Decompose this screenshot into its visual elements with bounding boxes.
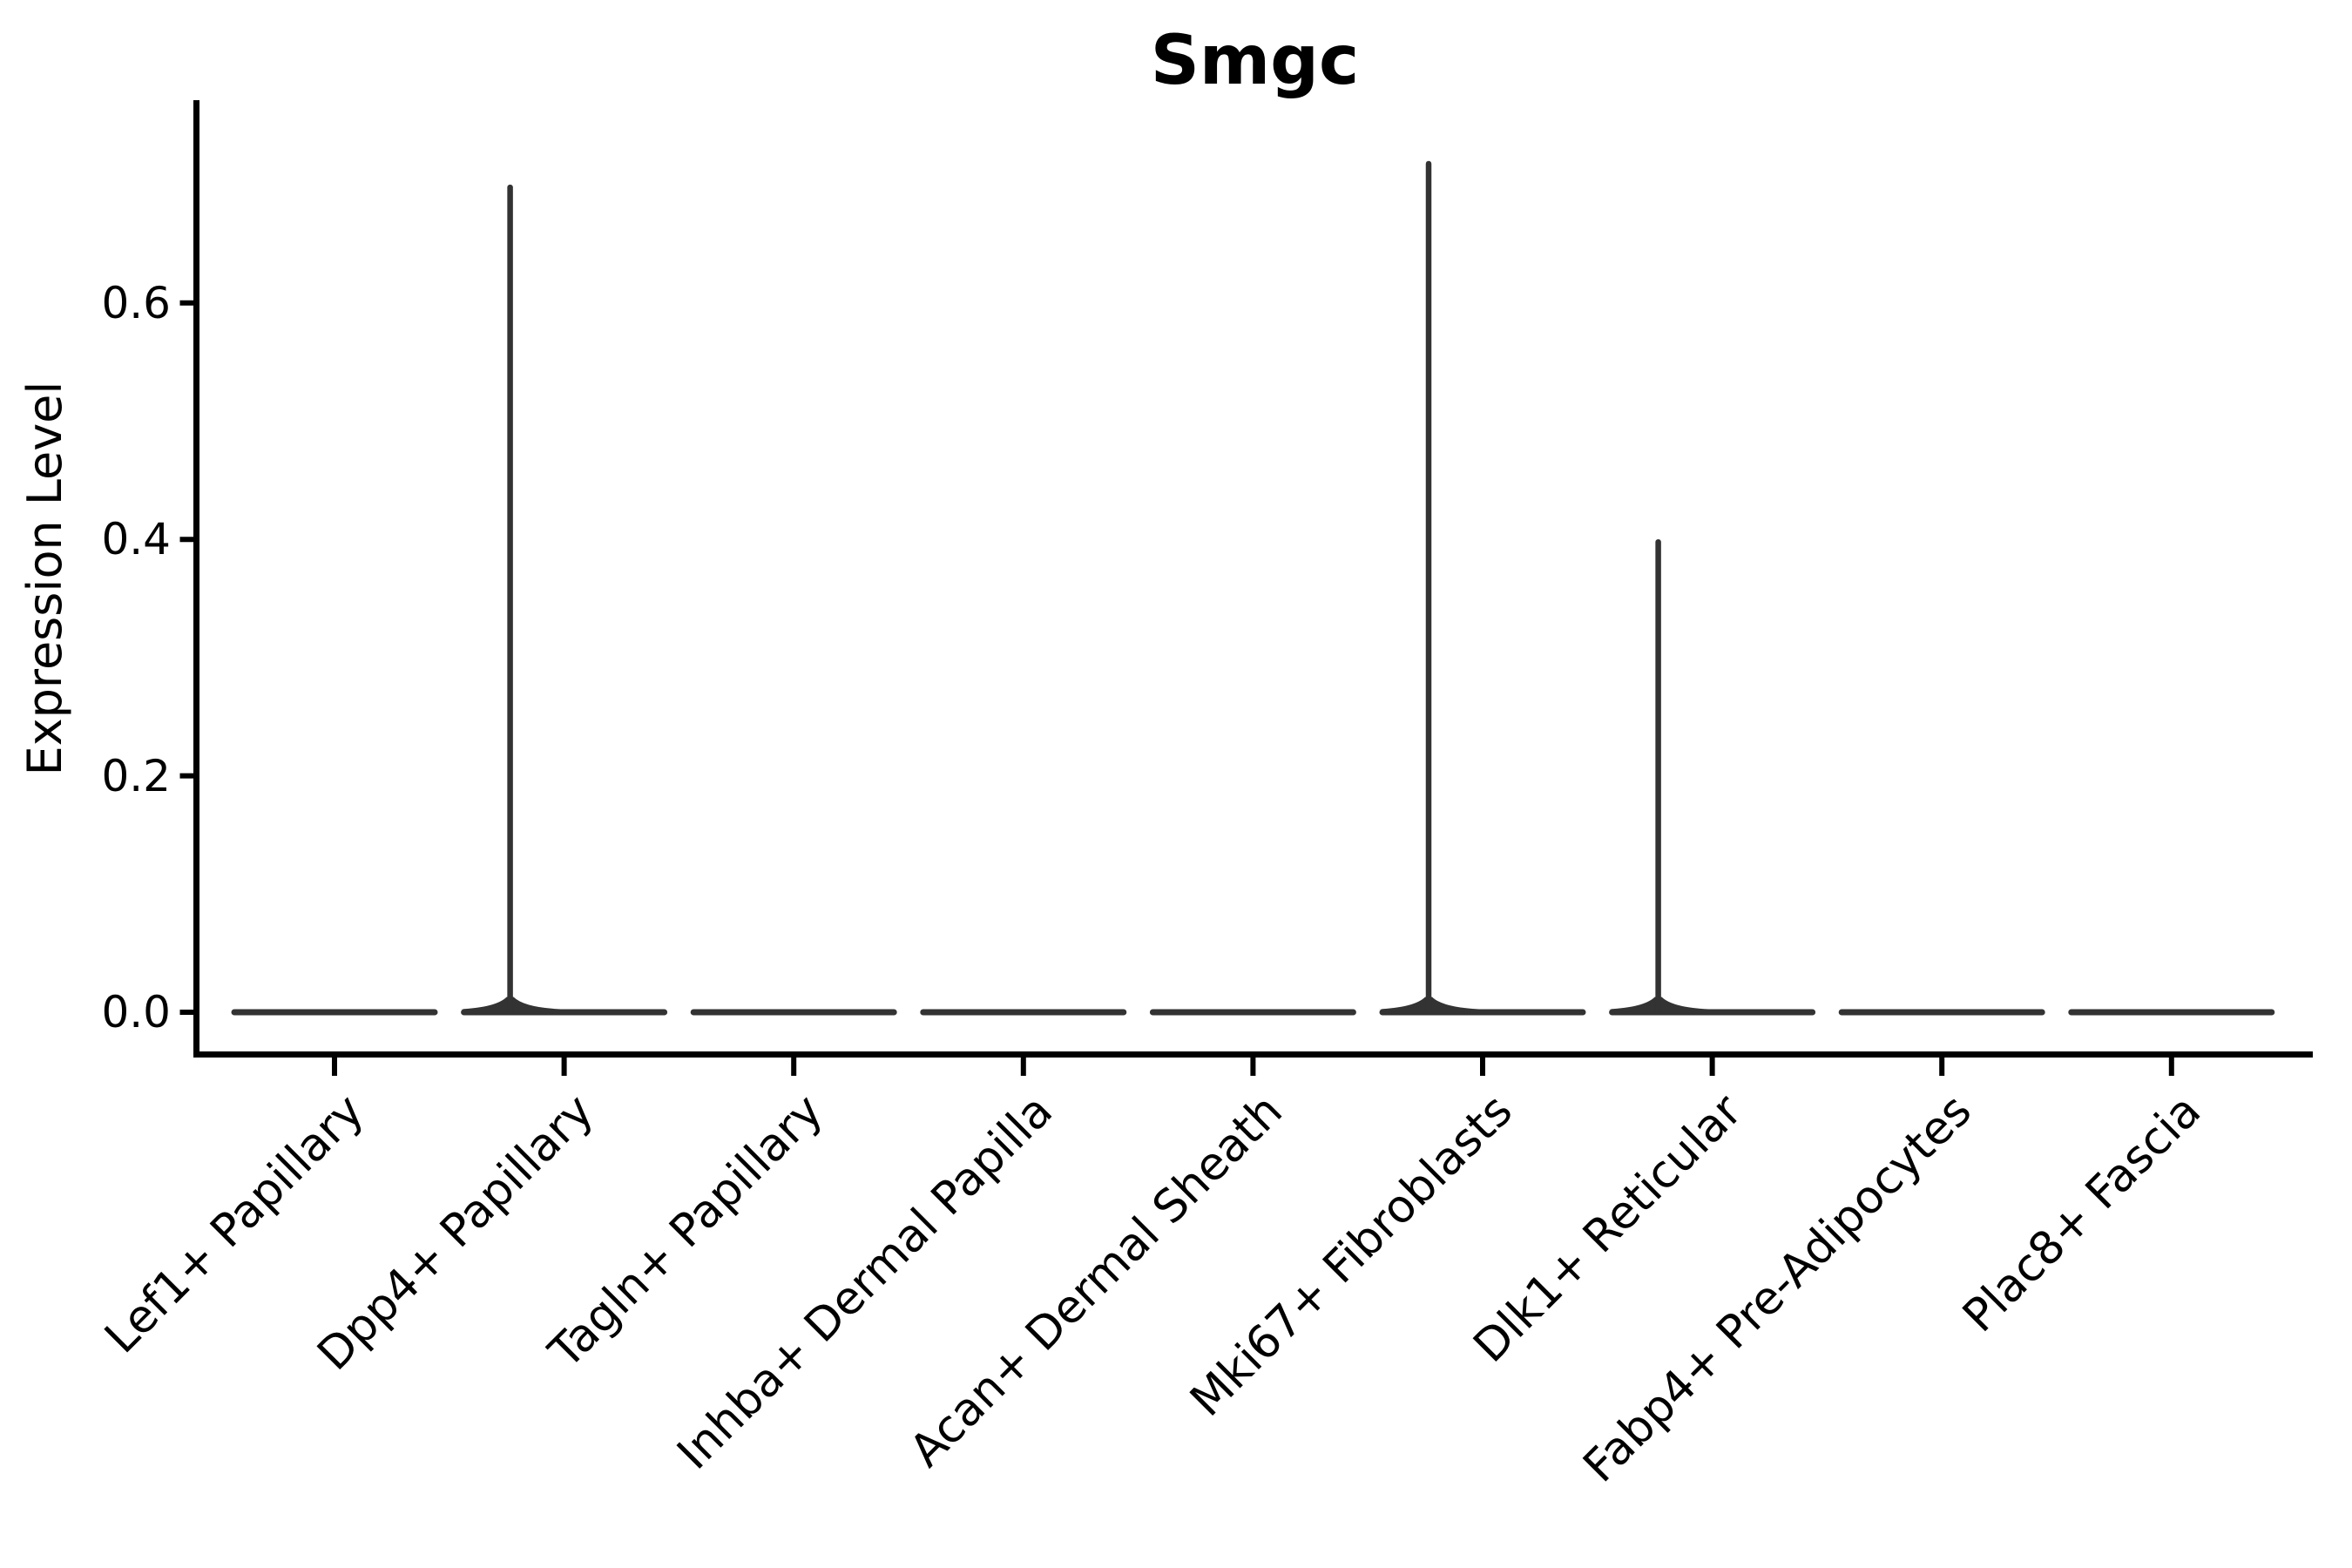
- violin-body: [231, 1009, 438, 1016]
- violin-body: [1838, 1009, 2045, 1016]
- violin-body: [1609, 1009, 1816, 1016]
- plot-title: Smgc: [1150, 22, 1360, 100]
- violin-body: [920, 1009, 1127, 1016]
- violin-body: [1379, 1009, 1586, 1016]
- y-axis-tick-label: 0.4: [101, 514, 171, 565]
- y-axis-tick-label: 0.6: [101, 277, 171, 328]
- violin-body: [461, 1009, 668, 1016]
- y-axis-tick-label: 0.2: [101, 750, 171, 801]
- violin-body: [2068, 1009, 2275, 1016]
- violin-body: [690, 1009, 897, 1016]
- y-axis-tick-label: 0.0: [101, 987, 171, 1037]
- violin-body: [1149, 1009, 1356, 1016]
